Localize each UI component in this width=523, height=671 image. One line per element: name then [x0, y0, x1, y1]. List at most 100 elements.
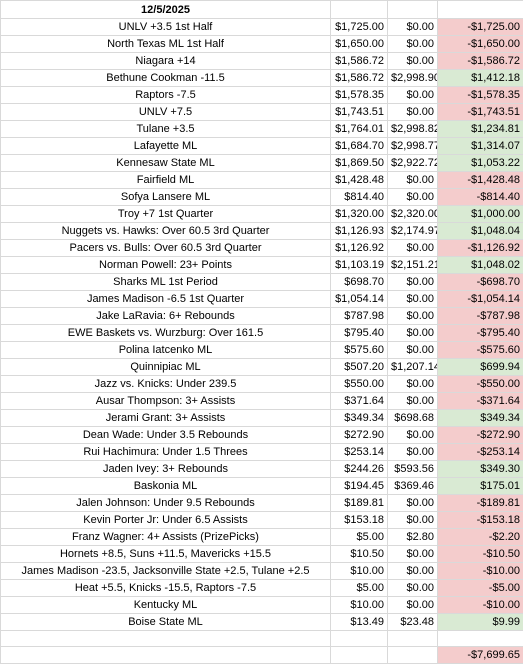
net-cell[interactable]: -$575.60 — [437, 341, 523, 359]
bet-cell[interactable]: Hornets +8.5, Suns +11.5, Mavericks +15.… — [0, 545, 331, 563]
wager-cell[interactable]: $550.00 — [330, 375, 388, 393]
wager-cell[interactable]: $10.00 — [330, 562, 388, 580]
payout-cell[interactable]: $593.56 — [387, 460, 438, 478]
payout-cell[interactable]: $698.68 — [387, 409, 438, 427]
payout-cell[interactable]: $2,174.97 — [387, 222, 438, 240]
payout-cell[interactable]: $0.00 — [387, 273, 438, 291]
payout-cell[interactable]: $23.48 — [387, 613, 438, 631]
wager-cell[interactable]: $1,869.50 — [330, 154, 388, 172]
wager-cell[interactable]: $371.64 — [330, 392, 388, 410]
net-cell[interactable]: -$272.90 — [437, 426, 523, 444]
wager-cell[interactable]: $1,743.51 — [330, 103, 388, 121]
net-cell[interactable]: -$1,054.14 — [437, 290, 523, 308]
bet-cell[interactable]: North Texas ML 1st Half — [0, 35, 331, 53]
bet-cell[interactable]: Jerami Grant: 3+ Assists — [0, 409, 331, 427]
bet-cell[interactable]: Polina Iatcenko ML — [0, 341, 331, 359]
wager-cell[interactable]: $1,126.93 — [330, 222, 388, 240]
payout-cell[interactable]: $0.00 — [387, 511, 438, 529]
wager-cell[interactable]: $1,103.19 — [330, 256, 388, 274]
bet-cell[interactable]: Kennesaw State ML — [0, 154, 331, 172]
bet-cell[interactable]: Boise State ML — [0, 613, 331, 631]
net-cell[interactable]: $1,048.04 — [437, 222, 523, 240]
payout-cell[interactable]: $0.00 — [387, 375, 438, 393]
net-cell[interactable]: -$1,586.72 — [437, 52, 523, 70]
net-cell[interactable]: -$1,428.48 — [437, 171, 523, 189]
wager-cell[interactable]: $1,586.72 — [330, 52, 388, 70]
wager-cell[interactable]: $13.49 — [330, 613, 388, 631]
empty-cell[interactable] — [437, 630, 523, 647]
empty-cell[interactable] — [330, 0, 388, 19]
net-cell[interactable]: -$371.64 — [437, 392, 523, 410]
empty-cell[interactable] — [0, 646, 331, 664]
empty-cell[interactable] — [387, 0, 438, 19]
bet-cell[interactable]: EWE Baskets vs. Wurzburg: Over 161.5 — [0, 324, 331, 342]
wager-cell[interactable]: $1,684.70 — [330, 137, 388, 155]
net-cell[interactable]: -$1,126.92 — [437, 239, 523, 257]
net-cell[interactable]: -$2.20 — [437, 528, 523, 546]
net-cell[interactable]: -$1,743.51 — [437, 103, 523, 121]
bet-cell[interactable]: Tulane +3.5 — [0, 120, 331, 138]
wager-cell[interactable]: $189.81 — [330, 494, 388, 512]
bet-cell[interactable]: Sharks ML 1st Period — [0, 273, 331, 291]
payout-cell[interactable]: $0.00 — [387, 443, 438, 461]
net-cell[interactable]: $349.34 — [437, 409, 523, 427]
payout-cell[interactable]: $0.00 — [387, 324, 438, 342]
bet-cell[interactable]: Fairfield ML — [0, 171, 331, 189]
wager-cell[interactable]: $1,428.48 — [330, 171, 388, 189]
bet-cell[interactable]: Pacers vs. Bulls: Over 60.5 3rd Quarter — [0, 239, 331, 257]
bet-cell[interactable]: Kentucky ML — [0, 596, 331, 614]
wager-cell[interactable]: $194.45 — [330, 477, 388, 495]
payout-cell[interactable]: $0.00 — [387, 171, 438, 189]
wager-cell[interactable]: $1,320.00 — [330, 205, 388, 223]
bet-cell[interactable]: Jazz vs. Knicks: Under 239.5 — [0, 375, 331, 393]
bet-cell[interactable]: Dean Wade: Under 3.5 Rebounds — [0, 426, 331, 444]
payout-cell[interactable]: $0.00 — [387, 307, 438, 325]
empty-cell[interactable] — [437, 0, 523, 19]
wager-cell[interactable]: $1,054.14 — [330, 290, 388, 308]
net-cell[interactable]: -$153.18 — [437, 511, 523, 529]
wager-cell[interactable]: $814.40 — [330, 188, 388, 206]
wager-cell[interactable]: $795.40 — [330, 324, 388, 342]
bet-cell[interactable]: Franz Wagner: 4+ Assists (PrizePicks) — [0, 528, 331, 546]
payout-cell[interactable]: $0.00 — [387, 494, 438, 512]
payout-cell[interactable]: $0.00 — [387, 596, 438, 614]
payout-cell[interactable]: $2,151.21 — [387, 256, 438, 274]
net-cell[interactable]: $9.99 — [437, 613, 523, 631]
bet-cell[interactable]: Niagara +14 — [0, 52, 331, 70]
bet-cell[interactable]: Ausar Thompson: 3+ Assists — [0, 392, 331, 410]
bet-cell[interactable]: Troy +7 1st Quarter — [0, 205, 331, 223]
payout-cell[interactable]: $0.00 — [387, 341, 438, 359]
payout-cell[interactable]: $0.00 — [387, 52, 438, 70]
wager-cell[interactable]: $1,126.92 — [330, 239, 388, 257]
empty-cell[interactable] — [0, 630, 331, 647]
wager-cell[interactable]: $253.14 — [330, 443, 388, 461]
wager-cell[interactable]: $153.18 — [330, 511, 388, 529]
payout-cell[interactable]: $0.00 — [387, 579, 438, 597]
bet-cell[interactable]: Bethune Cookman -11.5 — [0, 69, 331, 87]
net-cell[interactable]: -$10.00 — [437, 596, 523, 614]
wager-cell[interactable]: $1,650.00 — [330, 35, 388, 53]
wager-cell[interactable]: $10.00 — [330, 596, 388, 614]
net-cell[interactable]: $1,234.81 — [437, 120, 523, 138]
net-cell[interactable]: -$10.50 — [437, 545, 523, 563]
wager-cell[interactable]: $507.20 — [330, 358, 388, 376]
net-cell[interactable]: $1,053.22 — [437, 154, 523, 172]
date-cell[interactable]: 12/5/2025 — [0, 0, 331, 19]
payout-cell[interactable]: $0.00 — [387, 103, 438, 121]
total-net-cell[interactable]: -$7,699.65 — [437, 646, 523, 664]
wager-cell[interactable]: $1,764.01 — [330, 120, 388, 138]
net-cell[interactable]: -$10.00 — [437, 562, 523, 580]
net-cell[interactable]: -$1,578.35 — [437, 86, 523, 104]
payout-cell[interactable]: $1,207.14 — [387, 358, 438, 376]
payout-cell[interactable]: $0.00 — [387, 545, 438, 563]
bet-cell[interactable]: Baskonia ML — [0, 477, 331, 495]
bet-cell[interactable]: Sofya Lansere ML — [0, 188, 331, 206]
bet-cell[interactable]: Quinnipiac ML — [0, 358, 331, 376]
bet-cell[interactable]: Heat +5.5, Knicks -15.5, Raptors -7.5 — [0, 579, 331, 597]
empty-cell[interactable] — [387, 646, 438, 664]
payout-cell[interactable]: $0.00 — [387, 562, 438, 580]
net-cell[interactable]: -$787.98 — [437, 307, 523, 325]
wager-cell[interactable]: $349.34 — [330, 409, 388, 427]
payout-cell[interactable]: $2.80 — [387, 528, 438, 546]
net-cell[interactable]: $349.30 — [437, 460, 523, 478]
